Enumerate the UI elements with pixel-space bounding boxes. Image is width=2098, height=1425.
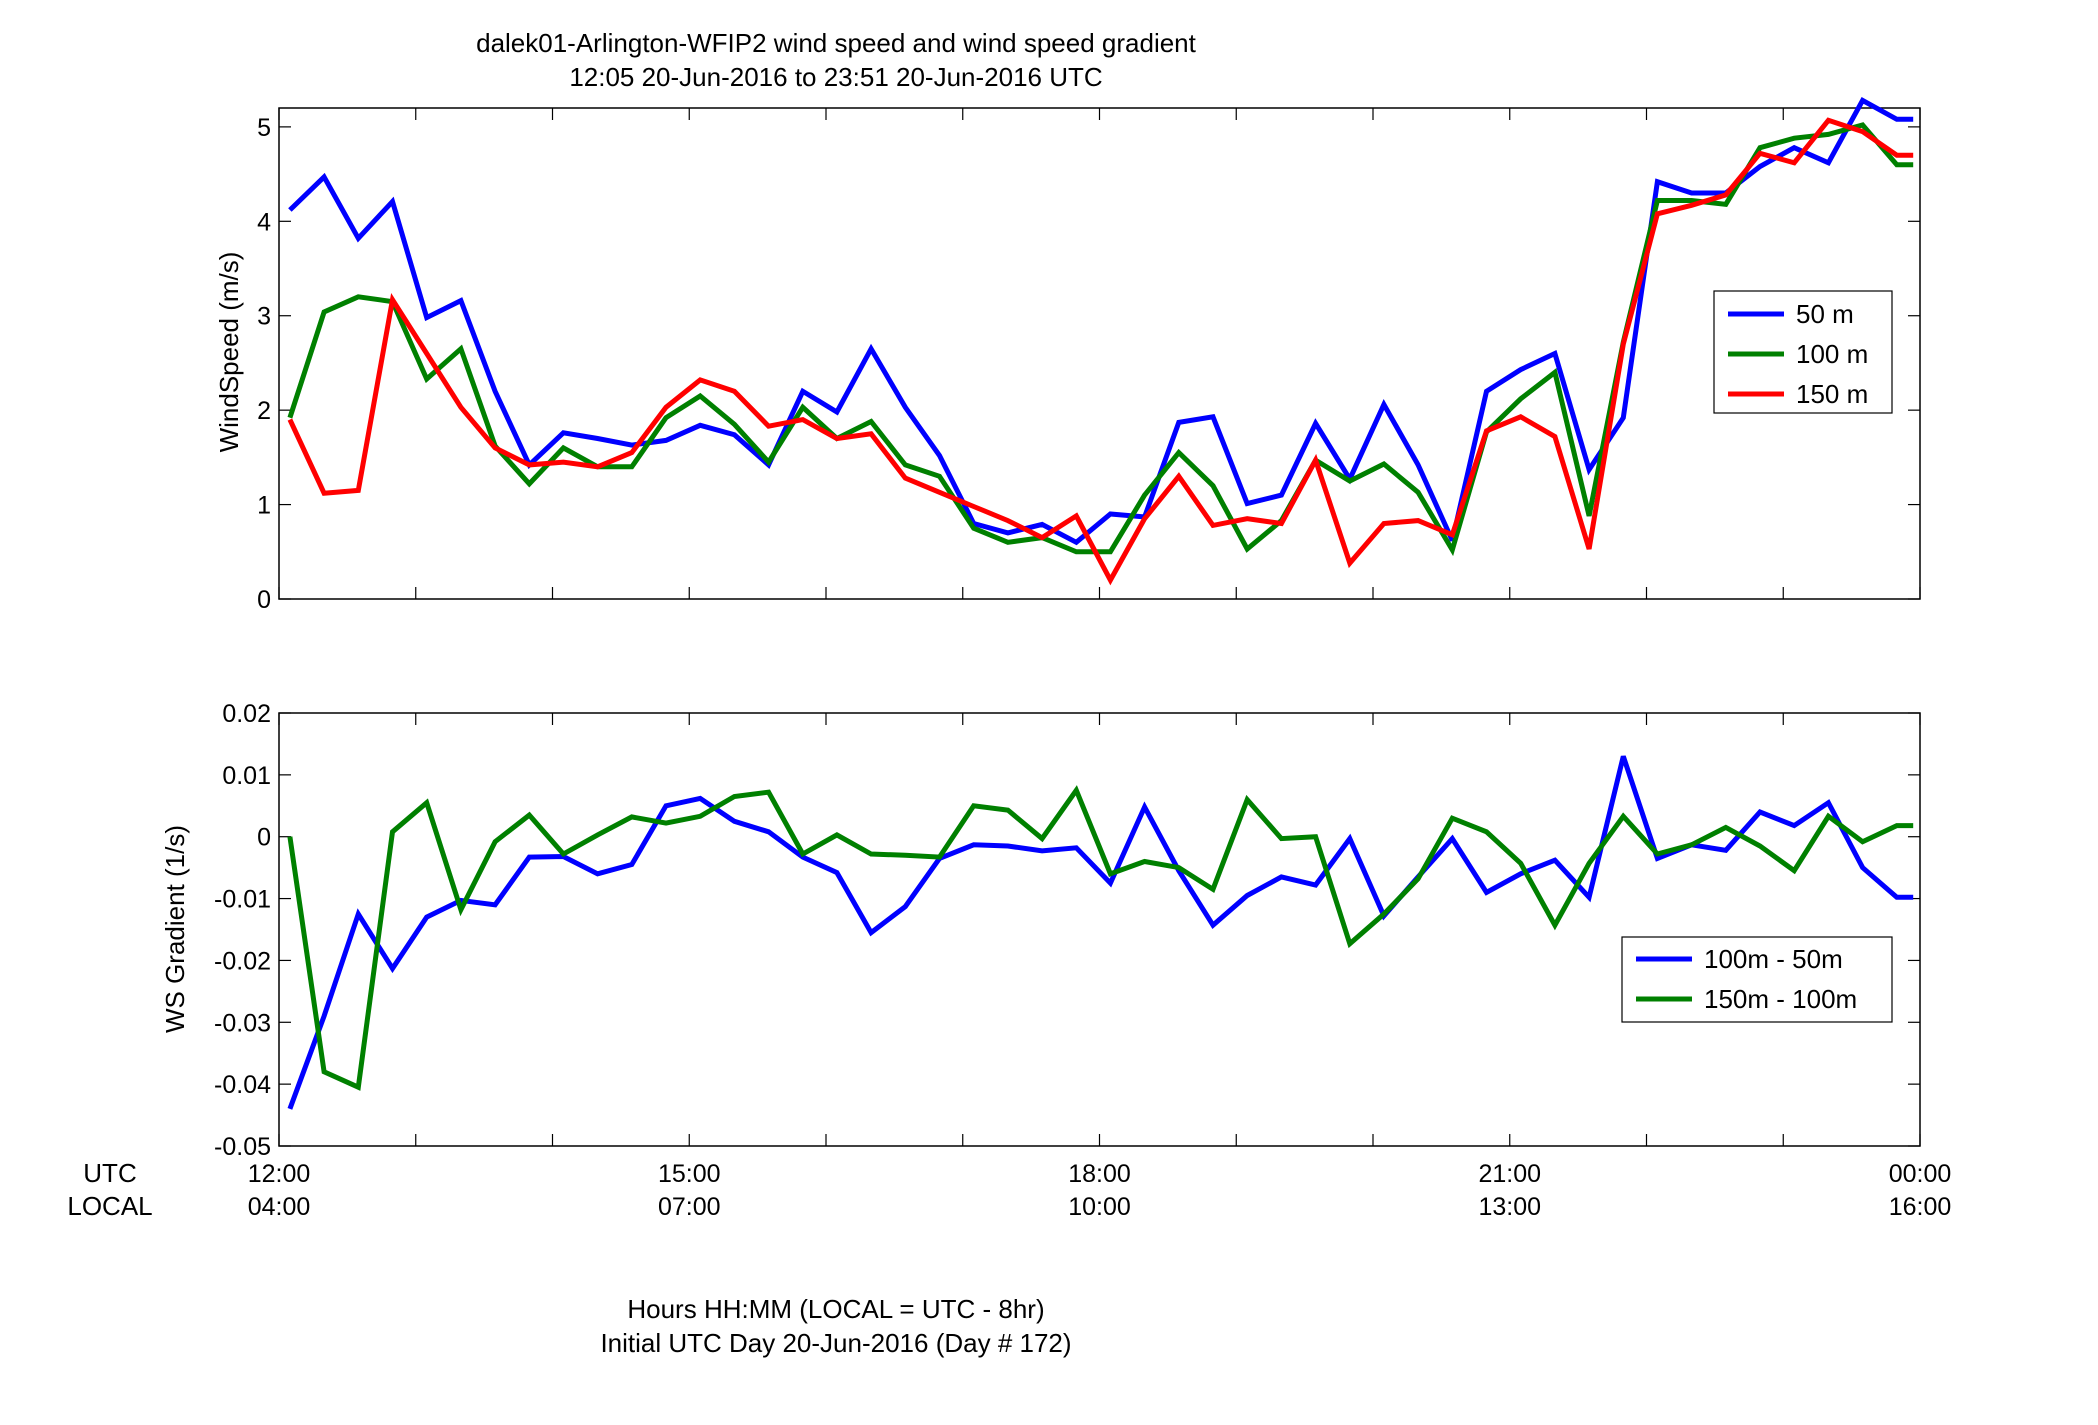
gradient-ytick-label: -0.01 — [214, 886, 271, 914]
windspeed-line-50-m — [288, 96, 1914, 546]
utc-time-label: 00:00 — [1889, 1160, 1952, 1188]
gradient-y-axis-label: WS Gradient (1/s) — [160, 825, 190, 1033]
windspeed-line-100-m — [287, 122, 1914, 557]
local-time-label: 07:00 — [658, 1193, 721, 1221]
windspeed-y-axis-label: WindSpeed (m/s) — [214, 252, 244, 453]
legend-label-100m-50m: 100m - 50m — [1704, 944, 1843, 974]
gradient-y-ticks: -0.05 -0.04 -0.03 -0.02 -0.01 0 0.01 0.02 — [214, 700, 1920, 1161]
time-tick-labels: 12:00 04:00 15:00 07:00 18:00 10:00 21:00 13:00… — [248, 1160, 1952, 1221]
legend-label-100m: 100 m — [1796, 339, 1868, 369]
gradient-ytick-label: 0 — [257, 824, 271, 852]
windspeed-plot-frame — [278, 107, 1921, 600]
local-time-label: 16:00 — [1889, 1193, 1952, 1221]
gradient-ytick-label: 0.02 — [222, 700, 271, 728]
gradient-x-ticks — [278, 713, 1921, 1146]
gradient-line-150m-100m — [287, 785, 1914, 1091]
windspeed-ytick-label: 1 — [257, 492, 271, 520]
windspeed-ytick-label: 5 — [257, 114, 271, 142]
windspeed-ytick-label: 3 — [257, 303, 271, 331]
windspeed-y-ticks: 0 1 2 3 4 5 — [257, 114, 1920, 614]
legend-label-50m: 50 m — [1796, 299, 1854, 329]
gradient-ytick-label: 0.01 — [222, 762, 271, 790]
windspeed-series — [287, 96, 1914, 586]
utc-time-label: 18:00 — [1068, 1160, 1131, 1188]
windspeed-line-150-m — [287, 117, 1914, 586]
local-time-label: 13:00 — [1478, 1193, 1541, 1221]
utc-time-label: 12:00 — [248, 1160, 311, 1188]
x-axis-footer-line2: Initial UTC Day 20-Jun-2016 (Day # 172) — [600, 1328, 1071, 1358]
gradient-ytick-label: -0.05 — [214, 1133, 271, 1161]
local-time-label: 04:00 — [248, 1193, 311, 1221]
windspeed-ytick-label: 2 — [257, 397, 271, 425]
windspeed-x-ticks — [278, 108, 1921, 599]
chart-title-line1: dalek01-Arlington-WFIP2 wind speed and w… — [476, 28, 1197, 58]
windspeed-legend: 50 m 100 m 150 m — [1713, 290, 1893, 414]
windspeed-panel: 0 1 2 3 4 5 WindSpeed (m/s) 50 m 100 m 150 m — [214, 96, 1921, 614]
local-row-label: LOCAL — [67, 1191, 152, 1221]
gradient-ytick-label: -0.02 — [214, 947, 271, 975]
local-time-label: 10:00 — [1068, 1193, 1131, 1221]
utc-time-label: 15:00 — [658, 1160, 721, 1188]
gradient-panel: -0.05 -0.04 -0.03 -0.02 -0.01 0 0.01 0.02 WS Gr… — [160, 700, 1921, 1161]
legend-label-150m-100m: 150m - 100m — [1704, 984, 1857, 1014]
legend-label-150m: 150 m — [1796, 379, 1868, 409]
gradient-ytick-label: -0.03 — [214, 1009, 271, 1037]
gradient-ytick-label: -0.04 — [214, 1071, 271, 1099]
utc-time-label: 21:00 — [1478, 1160, 1541, 1188]
gradient-series — [287, 755, 1914, 1110]
gradient-legend: 100m - 50m 150m - 100m — [1621, 936, 1893, 1023]
windspeed-ytick-label: 0 — [257, 586, 271, 614]
gradient-legend-box — [1621, 936, 1893, 1023]
utc-row-label: UTC — [83, 1158, 136, 1188]
gradient-plot-frame — [278, 712, 1921, 1147]
x-axis-footer-line1: Hours HH:MM (LOCAL = UTC - 8hr) — [627, 1294, 1044, 1324]
windspeed-ytick-label: 4 — [257, 208, 271, 236]
chart-title-line2: 12:05 20-Jun-2016 to 23:51 20-Jun-2016 U… — [569, 62, 1102, 92]
